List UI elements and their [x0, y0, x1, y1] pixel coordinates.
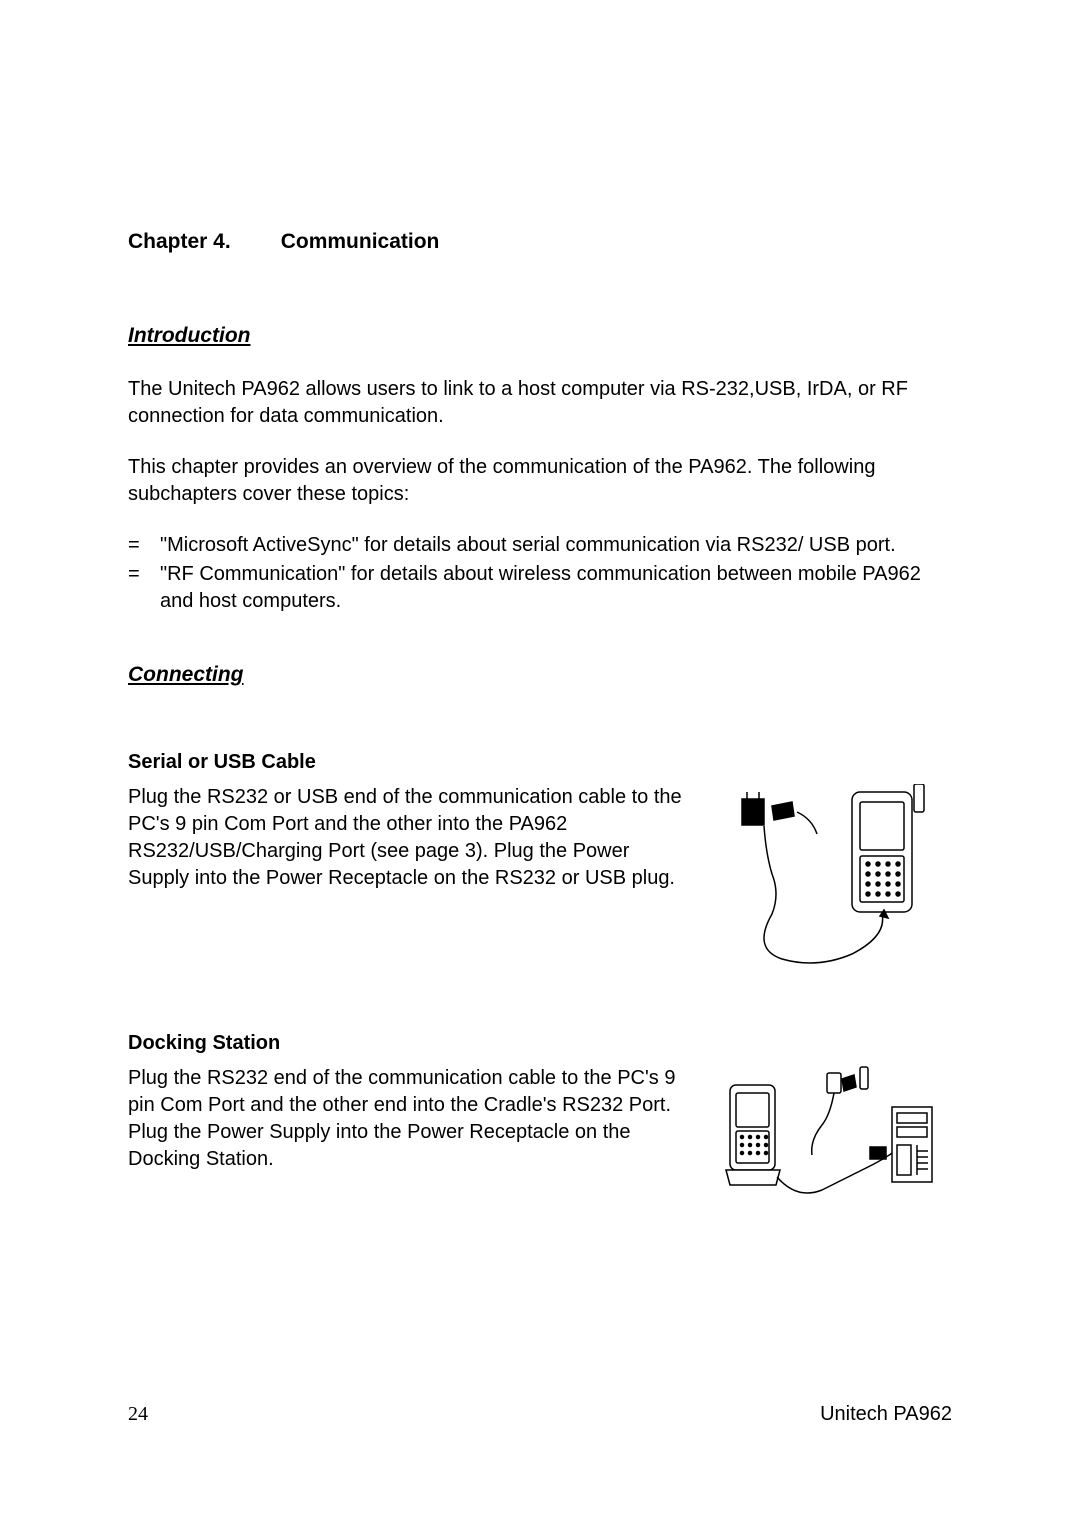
intro-paragraph-1: The Unitech PA962 allows users to link t… [128, 376, 952, 430]
subsection-cable: Plug the RS232 or USB end of the communi… [128, 784, 952, 974]
chapter-name: Communication [281, 230, 440, 253]
bullet-list: = "Microsoft ActiveSync" for details abo… [128, 532, 952, 615]
cable-text: Plug the RS232 or USB end of the communi… [128, 784, 688, 974]
document-page: Chapter 4. Communication Introduction The… [0, 0, 1080, 1526]
bullet-item: = "RF Communication" for details about w… [128, 561, 952, 615]
docking-station-icon [722, 1065, 942, 1215]
device-cable-icon [722, 784, 942, 974]
bullet-item: = "Microsoft ActiveSync" for details abo… [128, 532, 952, 559]
subsection-heading-docking: Docking Station [128, 1032, 952, 1055]
subsection-docking: Plug the RS232 end of the communication … [128, 1065, 952, 1215]
docking-text: Plug the RS232 end of the communication … [128, 1065, 688, 1215]
page-number: 24 [128, 1403, 148, 1426]
intro-paragraph-2: This chapter provides an overview of the… [128, 454, 952, 508]
chapter-title: Chapter 4. Communication [128, 230, 952, 254]
bullet-text: "Microsoft ActiveSync" for details about… [160, 532, 952, 559]
docking-illustration [712, 1065, 952, 1215]
cable-illustration [712, 784, 952, 974]
chapter-number: Chapter 4. [128, 230, 231, 254]
bullet-marker: = [128, 532, 160, 559]
subsection-heading-cable: Serial or USB Cable [128, 751, 952, 774]
bullet-text: "RF Communication" for details about wir… [160, 561, 952, 615]
section-heading-introduction: Introduction [128, 324, 952, 348]
page-footer: 24 Unitech PA962 [128, 1403, 952, 1426]
connecting-section: Connecting Serial or USB Cable Plug the … [128, 663, 952, 1215]
footer-product: Unitech PA962 [820, 1403, 952, 1426]
bullet-marker: = [128, 561, 160, 615]
section-heading-connecting: Connecting [128, 663, 952, 687]
